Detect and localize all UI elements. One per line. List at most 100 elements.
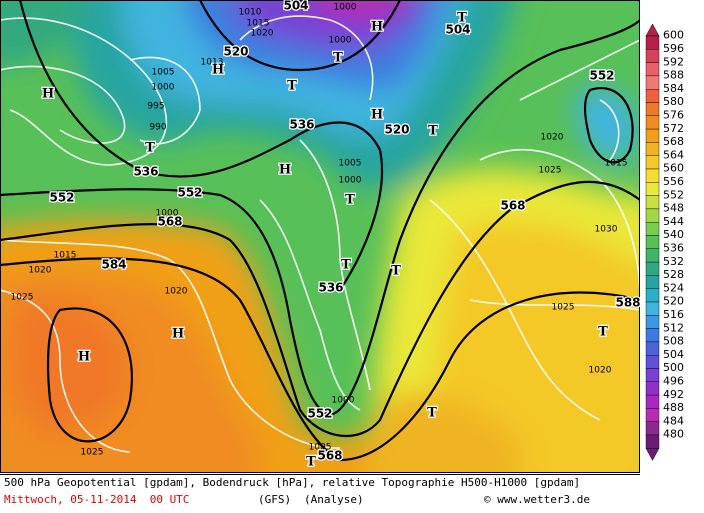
legend-swatch — [645, 275, 660, 289]
map-label: H — [279, 163, 291, 178]
legend-label: 580 — [663, 95, 684, 108]
map-field — [0, 0, 640, 472]
legend-swatch — [645, 115, 660, 130]
map-label: T — [287, 79, 297, 94]
legend-label: 488 — [663, 401, 684, 414]
map-label: 1000 — [152, 83, 175, 93]
legend-swatch — [645, 315, 660, 329]
map-label: 1020 — [589, 366, 612, 376]
map-label: 568 — [157, 215, 182, 229]
map-label: 1020 — [251, 29, 274, 39]
map-label: 552 — [177, 186, 202, 200]
footer-model: (GFS) — [258, 493, 292, 506]
legend-label: 548 — [663, 202, 684, 215]
map-label: 568 — [317, 449, 342, 463]
map-label: 1030 — [595, 225, 618, 235]
legend-label: 484 — [663, 414, 684, 427]
legend-swatch — [645, 208, 660, 223]
map-label: H — [78, 350, 90, 365]
legend-label: 528 — [663, 268, 684, 281]
legend-label: 592 — [663, 55, 684, 68]
legend-label: 516 — [663, 308, 684, 321]
legend-swatch — [645, 248, 660, 263]
map-label: H — [42, 87, 54, 102]
legend-label: 588 — [663, 69, 684, 82]
legend-arrow-bottom — [645, 448, 660, 461]
map-label: 1020 — [165, 287, 188, 297]
map-label: 504 — [445, 23, 470, 37]
legend-swatch — [645, 341, 660, 356]
legend-label: 500 — [663, 361, 684, 374]
map-label: 990 — [149, 123, 166, 133]
map-frame — [0, 0, 640, 473]
map-label: 552 — [307, 407, 332, 421]
legend-label: 480 — [663, 428, 684, 441]
legend-swatch — [645, 168, 660, 183]
footer-credit: © www.wetter3.de — [484, 493, 590, 506]
legend-label: 532 — [663, 255, 684, 268]
map-label: T — [345, 193, 355, 208]
map-label: 1025 — [552, 303, 575, 313]
legend-label: 600 — [663, 29, 684, 42]
legend-swatch — [645, 261, 660, 276]
map-label: 520 — [223, 45, 248, 59]
legend-swatch — [645, 75, 660, 90]
map-label: 504 — [283, 0, 308, 13]
map-label: T — [341, 258, 351, 273]
legend-swatch — [645, 35, 660, 50]
map-label: 1015 — [247, 19, 270, 29]
legend-swatch — [645, 288, 660, 303]
map-label: H — [371, 108, 383, 123]
legend-swatch — [645, 88, 660, 103]
legend-swatch — [645, 155, 660, 170]
map-label: T — [306, 455, 316, 470]
legend-arrow-top — [645, 23, 660, 37]
legend-swatch — [645, 434, 660, 449]
legend-swatch — [645, 394, 660, 409]
legend-label: 596 — [663, 42, 684, 55]
map-label: 1000 — [156, 209, 179, 219]
map-label: 1000 — [334, 3, 357, 13]
legend-swatch — [645, 381, 660, 396]
legend-label: 504 — [663, 348, 684, 361]
map-svg: 5041010101510201000HT5045201000TH1013100… — [0, 0, 684, 473]
legend-swatch — [645, 328, 660, 343]
map-label: 552 — [49, 191, 74, 205]
legend-label: 512 — [663, 321, 684, 334]
map-label: 536 — [289, 118, 314, 132]
legend-label: 520 — [663, 295, 684, 308]
map-label: H — [212, 63, 224, 78]
map-label: T — [145, 141, 155, 156]
map-label: T — [428, 124, 438, 139]
map-label: 1015 — [54, 251, 77, 261]
map-label: 1005 — [152, 68, 175, 78]
legend-label: 584 — [663, 82, 684, 95]
map-label: T — [333, 51, 343, 66]
legend-swatch — [645, 182, 660, 196]
legend-label: 496 — [663, 374, 684, 387]
legend-swatch — [645, 128, 660, 143]
map-label: 1013 — [201, 58, 224, 68]
legend-label: 492 — [663, 388, 684, 401]
legend-label: 576 — [663, 108, 684, 121]
footer-run: (Analyse) — [304, 493, 364, 506]
legend-label: 540 — [663, 228, 684, 241]
map-label: 552 — [589, 69, 614, 83]
legend-label: 568 — [663, 135, 684, 148]
legend-swatch — [645, 355, 660, 369]
map-label: 1005 — [309, 443, 332, 453]
legend-label: 552 — [663, 188, 684, 201]
legend-swatch — [645, 195, 660, 210]
legend-label: 556 — [663, 175, 684, 188]
map-label: 1025 — [539, 166, 562, 176]
legend-swatch — [645, 408, 660, 422]
map-label: 536 — [133, 165, 158, 179]
map-label: 1010 — [239, 8, 262, 18]
legend-swatch — [645, 301, 660, 316]
map-label: 568 — [500, 199, 525, 213]
map-label: 1025 — [11, 293, 34, 303]
footer-description: 500 hPa Geopotential [gpdam], Bodendruck… — [4, 476, 581, 489]
legend-label: 524 — [663, 281, 684, 294]
map-label: T — [427, 406, 437, 421]
